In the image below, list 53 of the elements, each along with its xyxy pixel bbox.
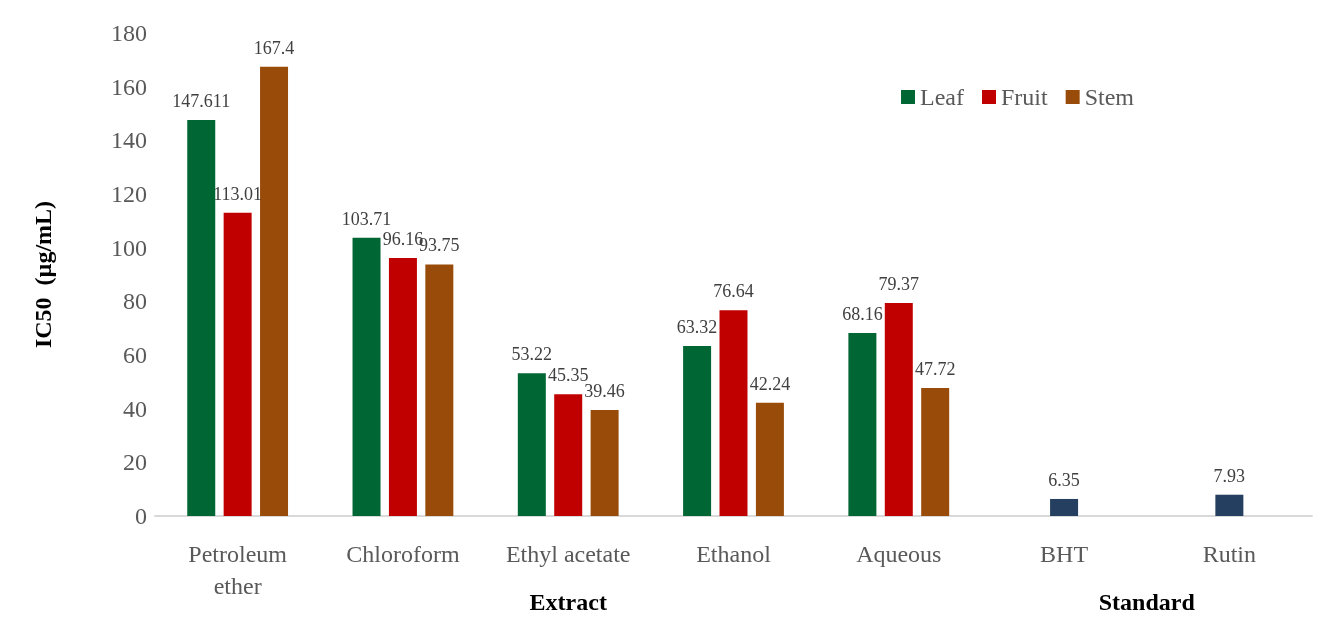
bar <box>517 373 546 516</box>
data-label: 68.16 <box>842 304 883 325</box>
data-label: 147.611 <box>172 90 231 111</box>
y-tick-label: 160 <box>111 73 147 100</box>
y-tick-label: 80 <box>123 288 147 315</box>
bar <box>1050 498 1079 516</box>
data-label: 42.24 <box>749 373 791 394</box>
legend-label: Fruit <box>1000 84 1048 110</box>
x-tick-label: Aqueous <box>856 541 942 567</box>
bar <box>554 394 583 516</box>
bar <box>352 237 381 516</box>
data-label: 7.93 <box>1213 465 1246 486</box>
data-label: 167.4 <box>253 37 295 58</box>
data-label: 79.37 <box>878 274 920 295</box>
y-tick-label: 140 <box>111 127 147 154</box>
y-tick-label: 40 <box>123 395 147 422</box>
x-tick-label: Petroleum ether <box>188 541 288 599</box>
text: Standard <box>1098 589 1196 615</box>
x-tick-label: Rutin <box>1202 541 1257 567</box>
y-tick-label: 100 <box>111 234 147 261</box>
data-label: 63.32 <box>676 317 718 338</box>
bar <box>187 119 216 516</box>
bar <box>388 257 417 516</box>
y-tick-label: 0 <box>135 503 147 529</box>
y-tick-label: 60 <box>123 342 147 368</box>
x-tick-label: Ethyl acetate <box>505 541 631 567</box>
bar <box>683 346 712 516</box>
data-label: 53.22 <box>511 344 553 365</box>
data-label: 6.35 <box>1048 469 1080 490</box>
legend-label: Stem <box>1084 84 1135 110</box>
bar <box>425 264 454 516</box>
data-label: 76.64 <box>713 281 754 302</box>
bar <box>590 410 619 516</box>
bar <box>719 310 748 516</box>
y-tick-label: 180 <box>111 20 147 46</box>
legend-label: Leaf <box>920 84 964 110</box>
bar <box>884 303 913 516</box>
x-tick-label: Ethanol <box>696 541 772 567</box>
bar <box>260 66 289 516</box>
bar <box>848 333 877 516</box>
x-tick-label: BHT <box>1040 541 1089 567</box>
y-tick-label: 120 <box>111 181 147 207</box>
y-axis-title: IC50 (µg/mL) <box>30 200 56 349</box>
text: Extract <box>529 589 607 615</box>
bar <box>921 387 950 516</box>
data-label: 47.72 <box>914 358 956 379</box>
bar <box>223 212 252 516</box>
bar <box>755 402 784 516</box>
y-tick-label: 20 <box>123 449 147 476</box>
data-label: 103.71 <box>341 208 392 229</box>
x-tick-label: Chloroform <box>346 541 460 567</box>
bar <box>1215 494 1244 516</box>
data-label: 39.46 <box>584 381 625 402</box>
